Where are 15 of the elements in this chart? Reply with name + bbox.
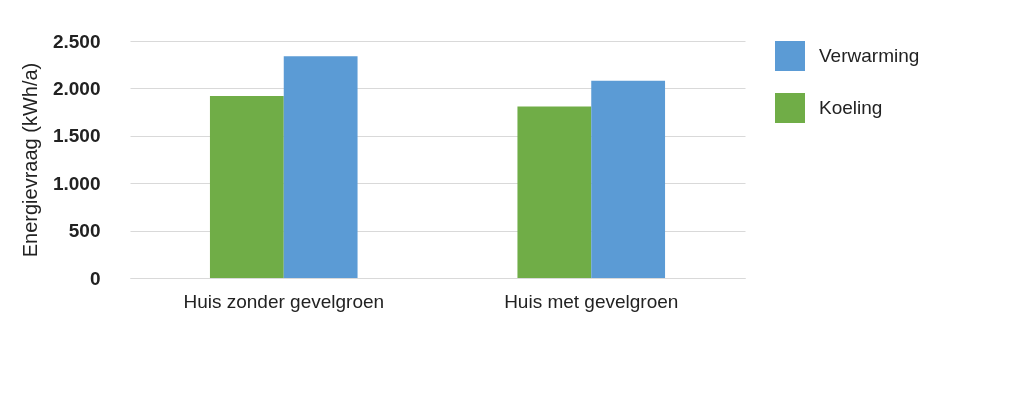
bar [209,95,284,278]
y-tick-label: 0 [89,267,101,289]
y-axis-title: Energievraag (kWh/a) [18,62,41,258]
y-tick-label: 2.000 [52,77,101,99]
bar [283,56,358,278]
y-tick-label: 1.500 [52,125,101,147]
y-tick-label: 2.500 [52,30,101,52]
bar [517,106,592,278]
x-tick-label: Huis met gevelgroen [504,290,679,312]
legend-label: Koeling [819,97,883,118]
y-tick-label: 1.000 [52,172,101,194]
bar [591,80,666,278]
legend-label: Verwarming [819,45,920,66]
x-tick-label: Huis zonder gevelgroen [183,290,385,312]
y-tick-label: 500 [68,220,101,242]
